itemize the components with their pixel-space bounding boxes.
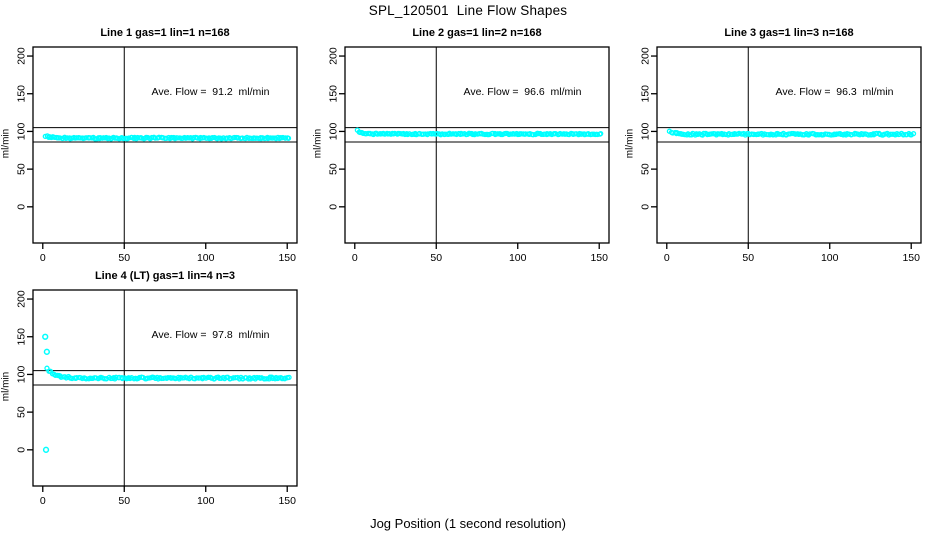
svg-text:150: 150 xyxy=(590,252,608,264)
panel-line1-plot: 0 50 100 150 0 50 100 150 200 xyxy=(16,46,298,264)
panel-line2-ylabel: ml/min xyxy=(312,128,324,159)
svg-text:0: 0 xyxy=(664,252,670,264)
panel-line3-title: Line 3 gas=1 lin=3 n=168 xyxy=(724,27,854,39)
svg-text:200: 200 xyxy=(16,290,28,308)
panel-line2-avg-flow-annotation: Ave. Flow = 96.6 ml/min xyxy=(463,86,582,98)
svg-text:150: 150 xyxy=(902,252,920,264)
svg-text:50: 50 xyxy=(328,163,340,175)
panel-line4: 0 50 100 150 0 50 100 150 200 Line 4 (LT) gas=1 … xyxy=(0,265,312,508)
figure-title: SPL_120501 Line Flow Shapes xyxy=(368,3,568,18)
svg-text:50: 50 xyxy=(16,406,28,418)
panel-line3-ylabel: ml/min xyxy=(624,128,636,159)
panel-line2: 0 50 100 150 0 50 100 150 200 Line 2 gas=1 lin=2… xyxy=(312,22,624,265)
svg-text:0: 0 xyxy=(640,204,652,210)
panel-line4-avg-flow-annotation: Ave. Flow = 97.8 ml/min xyxy=(151,329,270,341)
panel-line3-plot: 0 50 100 150 0 50 100 150 200 xyxy=(640,46,922,264)
panel-line4-plot: 0 50 100 150 0 50 100 150 200 xyxy=(16,289,298,507)
panel-line1: 0 50 100 150 0 50 100 150 200 Line 1 gas=1 lin=1… xyxy=(0,22,312,265)
svg-text:100: 100 xyxy=(197,252,215,264)
panel-line1-title: Line 1 gas=1 lin=1 n=168 xyxy=(100,27,230,39)
svg-text:200: 200 xyxy=(328,47,340,65)
panel-line3: 0 50 100 150 0 50 100 150 200 Line 3 gas=1 lin=3… xyxy=(624,22,936,265)
panel-line2-plot: 0 50 100 150 0 50 100 150 200 xyxy=(328,46,610,264)
svg-text:0: 0 xyxy=(352,252,358,264)
svg-text:150: 150 xyxy=(278,252,296,264)
svg-text:50: 50 xyxy=(118,495,130,507)
svg-text:0: 0 xyxy=(40,495,46,507)
svg-text:50: 50 xyxy=(16,163,28,175)
panel-line1-avg-flow-annotation: Ave. Flow = 91.2 ml/min xyxy=(151,86,270,98)
svg-text:0: 0 xyxy=(328,204,340,210)
svg-text:100: 100 xyxy=(16,123,28,141)
panel-line2-title: Line 2 gas=1 lin=2 n=168 xyxy=(412,27,542,39)
svg-text:50: 50 xyxy=(742,252,754,264)
panel-line3-avg-flow-annotation: Ave. Flow = 96.3 ml/min xyxy=(775,86,894,98)
svg-text:100: 100 xyxy=(509,252,527,264)
svg-text:150: 150 xyxy=(16,85,28,103)
x-axis-label: Jog Position (1 second resolution) xyxy=(370,516,566,531)
panel-line4-title: Line 4 (LT) gas=1 lin=4 n=3 xyxy=(94,270,236,282)
svg-text:100: 100 xyxy=(821,252,839,264)
svg-text:50: 50 xyxy=(640,163,652,175)
svg-text:200: 200 xyxy=(640,47,652,65)
svg-text:100: 100 xyxy=(640,123,652,141)
svg-text:100: 100 xyxy=(16,366,28,384)
svg-text:0: 0 xyxy=(40,252,46,264)
svg-text:50: 50 xyxy=(118,252,130,264)
svg-text:150: 150 xyxy=(640,85,652,103)
svg-text:0: 0 xyxy=(16,204,28,210)
svg-text:150: 150 xyxy=(328,85,340,103)
svg-text:200: 200 xyxy=(16,47,28,65)
panel-line4-ylabel: ml/min xyxy=(0,371,12,402)
svg-text:150: 150 xyxy=(16,328,28,346)
svg-text:50: 50 xyxy=(430,252,442,264)
panel-line1-ylabel: ml/min xyxy=(0,128,12,159)
svg-text:100: 100 xyxy=(328,123,340,141)
svg-text:100: 100 xyxy=(197,495,215,507)
svg-text:150: 150 xyxy=(278,495,296,507)
svg-text:0: 0 xyxy=(16,447,28,453)
